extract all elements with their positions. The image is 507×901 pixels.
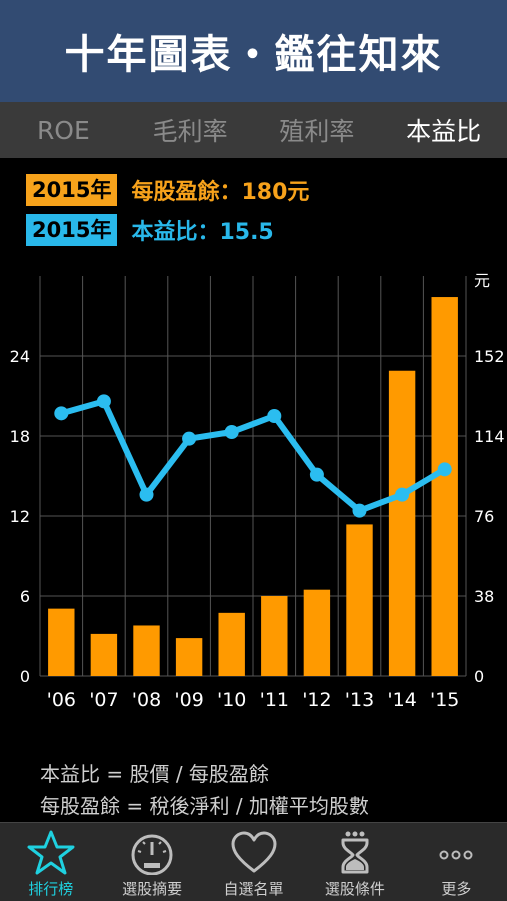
star-icon xyxy=(27,830,75,875)
eps-year-badge: 2015年 xyxy=(26,174,118,206)
page-title: 十年圖表・鑑往知來 xyxy=(64,32,443,78)
eps-bar xyxy=(431,297,458,676)
eps-bar xyxy=(218,612,245,676)
eps-value-text: 每股盈餘：180元 xyxy=(131,180,310,205)
eps-info-row: 2015年 每股盈餘：180元 xyxy=(26,174,309,206)
tab-pe-ratio[interactable]: 本益比 xyxy=(406,117,482,146)
x-axis-tick-label: '15 xyxy=(430,689,459,711)
pe-point xyxy=(224,425,239,439)
right-axis-tick-label: 114 xyxy=(474,427,505,446)
tab-dividend-yield[interactable]: 殖利率 xyxy=(279,117,355,146)
right-axis-tick-label: 76 xyxy=(474,507,494,526)
pe-point xyxy=(54,406,69,421)
tabbar-label: 選股摘要 xyxy=(122,880,183,898)
pe-point xyxy=(395,487,410,502)
eps-bar xyxy=(48,608,75,676)
tabbar-label: 選股條件 xyxy=(324,880,385,898)
pe-eps-chart: 0 0 6 38 12 76 18 114 24 152 元 '06 '07 '08 '09 '10 '11 '1… xyxy=(10,271,505,711)
formula-pe: 本益比 = 股價 / 每股盈餘 xyxy=(40,762,269,786)
eps-bar xyxy=(303,589,331,676)
eps-bar xyxy=(388,370,416,676)
tabbar-label: 自選名單 xyxy=(223,880,284,898)
eps-bar xyxy=(90,633,118,676)
hourglass-icon xyxy=(341,831,369,874)
metric-tabs: ROE 毛利率 殖利率 本益比 xyxy=(0,102,507,158)
left-axis-tick-label: 24 xyxy=(10,347,30,366)
x-axis-tick-label: '13 xyxy=(345,689,374,711)
pe-line xyxy=(58,398,448,514)
pe-point xyxy=(437,462,452,477)
left-axis-tick-label: 0 xyxy=(20,667,30,686)
tabbar-label: 排行榜 xyxy=(28,880,74,898)
tabbar-label: 更多 xyxy=(441,880,472,898)
pe-point xyxy=(309,467,324,482)
pe-year-badge: 2015年 xyxy=(26,214,118,246)
eps-bar xyxy=(346,524,373,676)
app-header: 十年圖表・鑑往知來 xyxy=(0,0,507,102)
right-axis-tick-label: 152 xyxy=(474,347,505,366)
formula-eps: 每股盈餘 = 稅後淨利 / 加權平均股數 xyxy=(40,794,369,818)
left-axis-tick-label: 12 xyxy=(10,507,30,526)
left-axis-tick-label: 6 xyxy=(20,587,30,606)
tabbar-item-criteria[interactable]: 選股條件 xyxy=(304,823,405,901)
pe-point xyxy=(139,487,154,502)
heart-icon xyxy=(231,831,277,873)
right-axis-unit-label: 元 xyxy=(474,271,490,290)
pe-info-row: 2015年 本益比：15.5 xyxy=(26,214,274,246)
x-axis-tick-label: '12 xyxy=(302,689,331,711)
pe-point xyxy=(267,409,282,423)
tabbar-item-ranking[interactable]: 排行榜 xyxy=(0,823,101,901)
pe-point xyxy=(352,503,367,518)
x-axis-tick-label: '09 xyxy=(174,689,203,711)
right-axis-tick-label: 0 xyxy=(474,667,484,686)
x-axis-tick-label: '11 xyxy=(260,689,289,711)
tabbar-item-summary[interactable]: 選股摘要 xyxy=(101,823,202,901)
x-axis-tick-label: '06 xyxy=(47,689,76,711)
tabbar-item-more[interactable]: 更多 xyxy=(406,823,507,901)
tab-roe[interactable]: ROE xyxy=(36,115,90,145)
tab-gross-margin[interactable]: 毛利率 xyxy=(152,117,228,146)
eps-bar xyxy=(175,638,203,676)
eps-bar xyxy=(261,596,288,676)
x-axis-tick-label: '08 xyxy=(132,689,161,711)
pe-value-text: 本益比：15.5 xyxy=(131,220,274,245)
more-dots-icon xyxy=(439,850,473,860)
left-axis-tick-label: 18 xyxy=(10,427,30,446)
x-axis-tick-label: '14 xyxy=(387,689,416,711)
pe-point xyxy=(182,431,197,446)
x-axis-tick-label: '07 xyxy=(89,689,118,711)
gauge-icon xyxy=(131,834,173,875)
bottom-tab-bar: 排行榜 選股摘要 自選名單 選股條件 xyxy=(0,822,507,901)
right-axis-tick-label: 38 xyxy=(474,587,494,606)
x-axis-tick-label: '10 xyxy=(217,689,246,711)
tabbar-item-watchlist[interactable]: 自選名單 xyxy=(203,823,304,901)
eps-bar xyxy=(133,625,160,676)
pe-point xyxy=(96,394,111,409)
